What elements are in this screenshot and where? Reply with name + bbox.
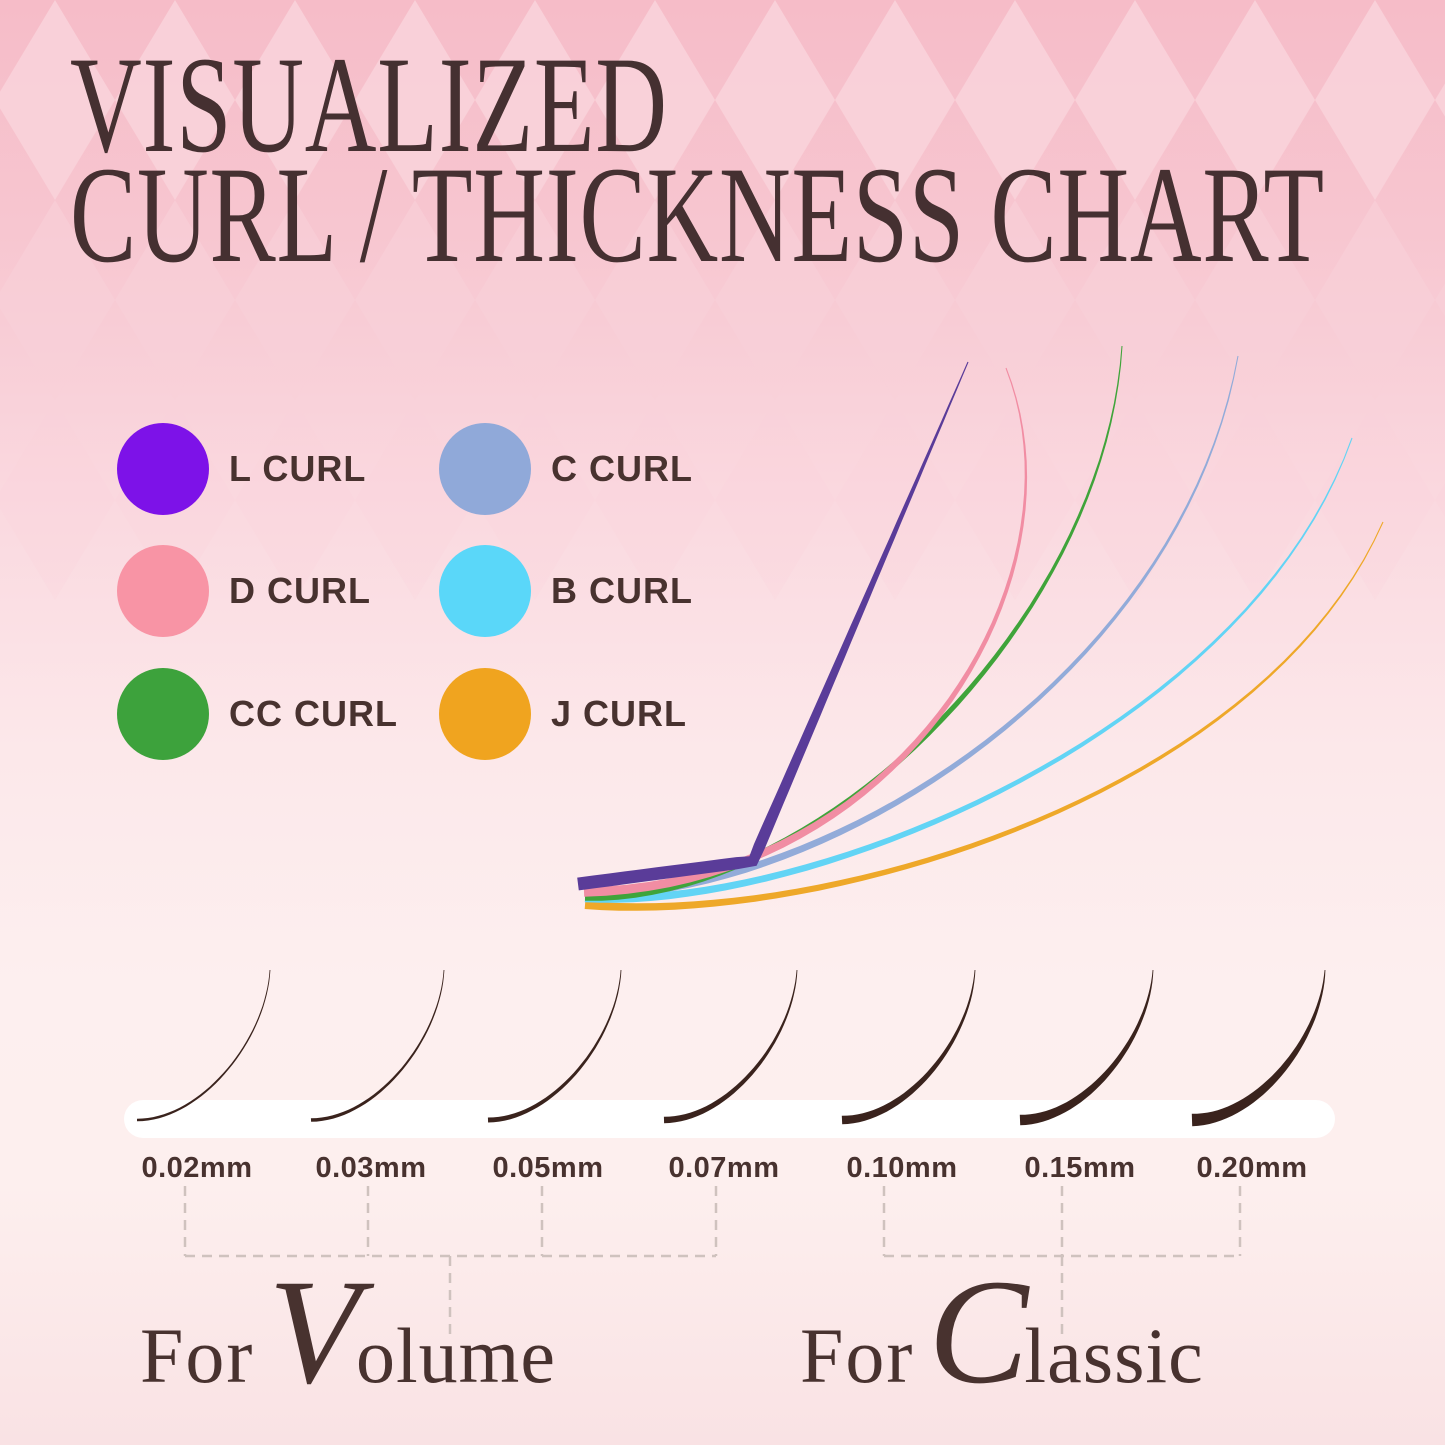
thickness-lash-0-10mm: [841, 970, 976, 1125]
legend-label-cc-curl: CC CURL: [229, 693, 398, 734]
group-bracket-classic: [882, 1186, 1242, 1338]
legend-swatch-b-curl: [439, 545, 531, 637]
for-volume-prefix: For: [140, 1312, 255, 1399]
legend-swatch-j-curl: [439, 668, 531, 760]
legend-label-l-curl: L CURL: [229, 448, 367, 489]
legend-label-d-curl: D CURL: [229, 570, 371, 611]
thickness-lash-0-03mm: [310, 970, 445, 1122]
group-bracket-volume: [183, 1186, 718, 1338]
lash-strip-bar: [124, 1100, 1335, 1138]
for-classic-prefix: For: [800, 1312, 915, 1399]
curl-curve-c-curl: [585, 355, 1239, 899]
for-volume-label: For V olume: [140, 1249, 556, 1415]
legend-swatch-d-curl: [117, 545, 209, 637]
for-volume-rest: olume: [356, 1312, 556, 1399]
title-line-2: CURL / THICKNESS CHART: [70, 138, 1325, 291]
thickness-label-0-15mm: 0.15mm: [1024, 1152, 1136, 1184]
curl-curve-j-curl: [584, 521, 1384, 911]
thickness-lash-0-05mm: [487, 970, 622, 1123]
page-title: VISUALIZED CURL / THICKNESS CHART: [70, 28, 1325, 291]
legend-swatch-cc-curl: [117, 668, 209, 760]
legend-label-c-curl: C CURL: [551, 448, 693, 489]
for-volume-initial: V: [268, 1249, 360, 1415]
thickness-label-0-03mm: 0.03mm: [315, 1152, 427, 1184]
thickness-lash-0-20mm: [1191, 970, 1326, 1127]
thickness-label-0-05mm: 0.05mm: [492, 1152, 604, 1184]
thickness-lash-0-15mm: [1019, 970, 1154, 1126]
thickness-label-0-07mm: 0.07mm: [668, 1152, 780, 1184]
curl-curve-l-curl: [577, 361, 969, 891]
for-classic-label: For C lassic: [800, 1249, 1204, 1415]
for-classic-rest: lassic: [1024, 1312, 1204, 1399]
for-classic-initial: C: [928, 1249, 1029, 1415]
legend-label-b-curl: B CURL: [551, 570, 693, 611]
thickness-lash-0-07mm: [663, 970, 798, 1124]
legend-swatch-c-curl: [439, 423, 531, 515]
thickness-label-0-10mm: 0.10mm: [846, 1152, 958, 1184]
legend-swatch-l-curl: [117, 423, 209, 515]
thickness-label-0-20mm: 0.20mm: [1196, 1152, 1308, 1184]
thickness-label-0-02mm: 0.02mm: [141, 1152, 253, 1184]
legend-label-j-curl: J CURL: [551, 693, 688, 734]
title-line-1: VISUALIZED: [70, 28, 668, 181]
thickness-lash-0-02mm: [137, 970, 271, 1122]
